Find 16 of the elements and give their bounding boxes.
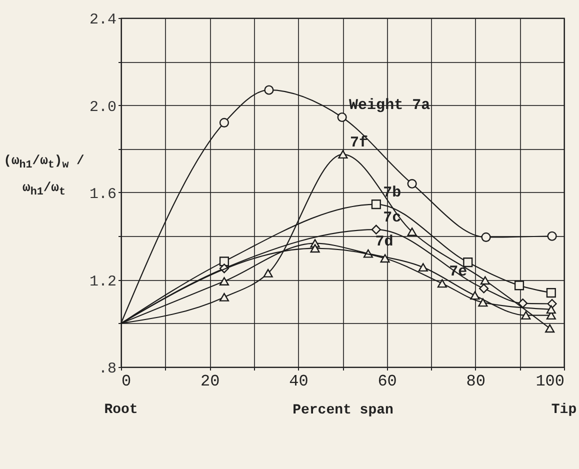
y-tick-label: 1.6	[89, 186, 116, 203]
x-tick-label: 80	[466, 372, 486, 390]
y-tick-label: 2.0	[89, 98, 116, 116]
text: (ω$_{h1}$/ω$_{t}$)$_{w}$ / ω$_{h1}$/ω$_{t}$	[4, 153, 84, 198]
x-tick-label: 60	[378, 372, 397, 390]
annotation: 7f	[350, 134, 368, 152]
y-tick-label: .8	[98, 360, 116, 378]
x-tick-label: 40	[289, 372, 308, 390]
x-tick-label: 0	[122, 372, 132, 390]
text: Tip	[551, 402, 577, 418]
y-tick-label: 1.2	[89, 273, 116, 290]
x-axis-title: Percent span	[292, 402, 394, 418]
text: Root	[104, 402, 138, 418]
x-tick-label: 100	[536, 372, 564, 390]
x-tick-label: 20	[200, 372, 220, 390]
y-tick-label: 2.4	[89, 12, 116, 28]
